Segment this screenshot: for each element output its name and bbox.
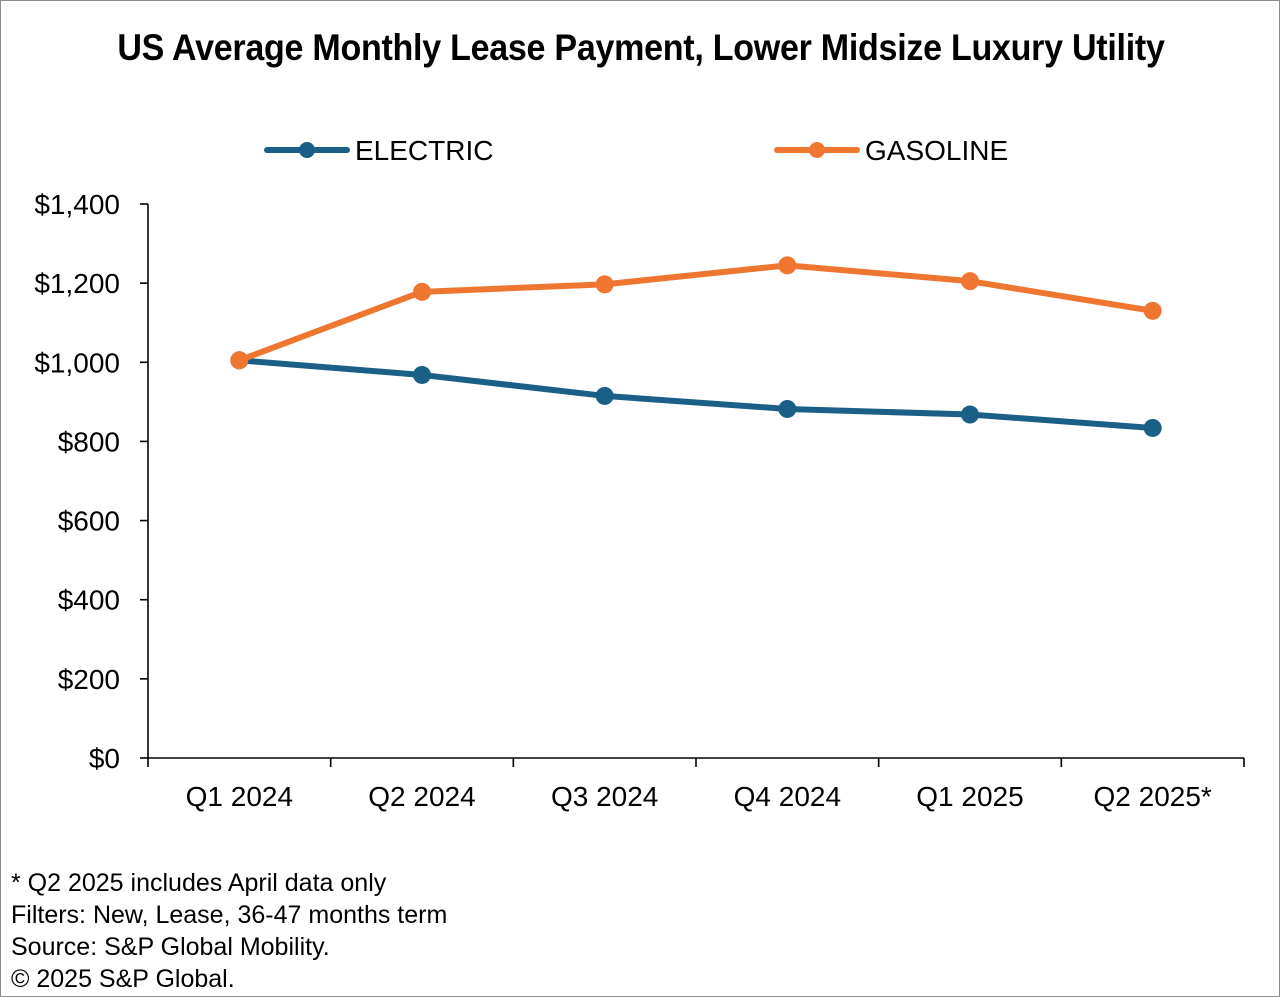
data-point-gasoline [1143,301,1162,320]
data-point-gasoline [961,272,979,291]
legend-label: GASOLINE [865,135,1008,166]
data-point-gasoline [595,275,614,294]
data-point-electric [961,405,979,424]
x-axis: Q1 2024 Q2 2024 Q3 2024 Q4 2024 Q1 2025 Q2 20… [147,757,1245,812]
y-tick-label: $200 [58,664,120,695]
legend-swatch-marker [299,142,315,158]
y-tick-label: $1,200 [34,268,120,299]
legend-swatch-marker [809,142,825,158]
footnote-q2-note: * Q2 2025 includes April data only [11,869,387,897]
x-tick-label: Q2 2025* [1094,781,1212,812]
y-tick-label: $600 [58,506,120,537]
data-point-electric [1143,418,1162,437]
footnote-copyright: © 2025 S&P Global. [11,965,235,993]
legend: ELECTRIC GASOLINE [264,135,1008,166]
legend-item-electric: ELECTRIC [264,135,493,166]
legend-label: ELECTRIC [355,135,493,166]
series-layer [230,256,1162,437]
y-tick-label: $800 [58,426,120,457]
x-tick-label: Q1 2024 [186,781,293,812]
series-line-electric [236,357,1156,431]
series-gasoline [230,256,1162,370]
data-point-electric [595,386,614,405]
x-tick-label: Q2 2024 [368,781,475,812]
y-tick-label: $0 [89,743,120,774]
x-tick-label: Q3 2024 [551,781,658,812]
data-point-gasoline [413,282,431,301]
data-point-gasoline [778,256,797,275]
data-point-gasoline [230,351,249,370]
legend-item-gasoline: GASOLINE [774,135,1008,166]
x-tick-label: Q1 2025 [916,781,1023,812]
footnotes: * Q2 2025 includes April data only Filte… [11,867,447,995]
x-tick-label: Q4 2024 [734,781,841,812]
footnote-filters: Filters: New, Lease, 36-47 months term [11,901,448,929]
y-tick-label: $1,400 [34,189,120,220]
series-line-gasoline [236,262,1156,364]
series-electric [230,351,1162,437]
data-point-electric [778,399,797,418]
data-point-electric [413,365,431,384]
y-tick-label: $1,000 [34,347,120,378]
y-axis: $0 $200 $400 $600 $800 $1,000 $1,200 $1,400 [34,189,149,774]
footnote-source: Source: S&P Global Mobility. [11,933,330,961]
chart-title: US Average Monthly Lease Payment, Lower … [117,27,1165,68]
y-tick-label: $400 [58,585,120,616]
